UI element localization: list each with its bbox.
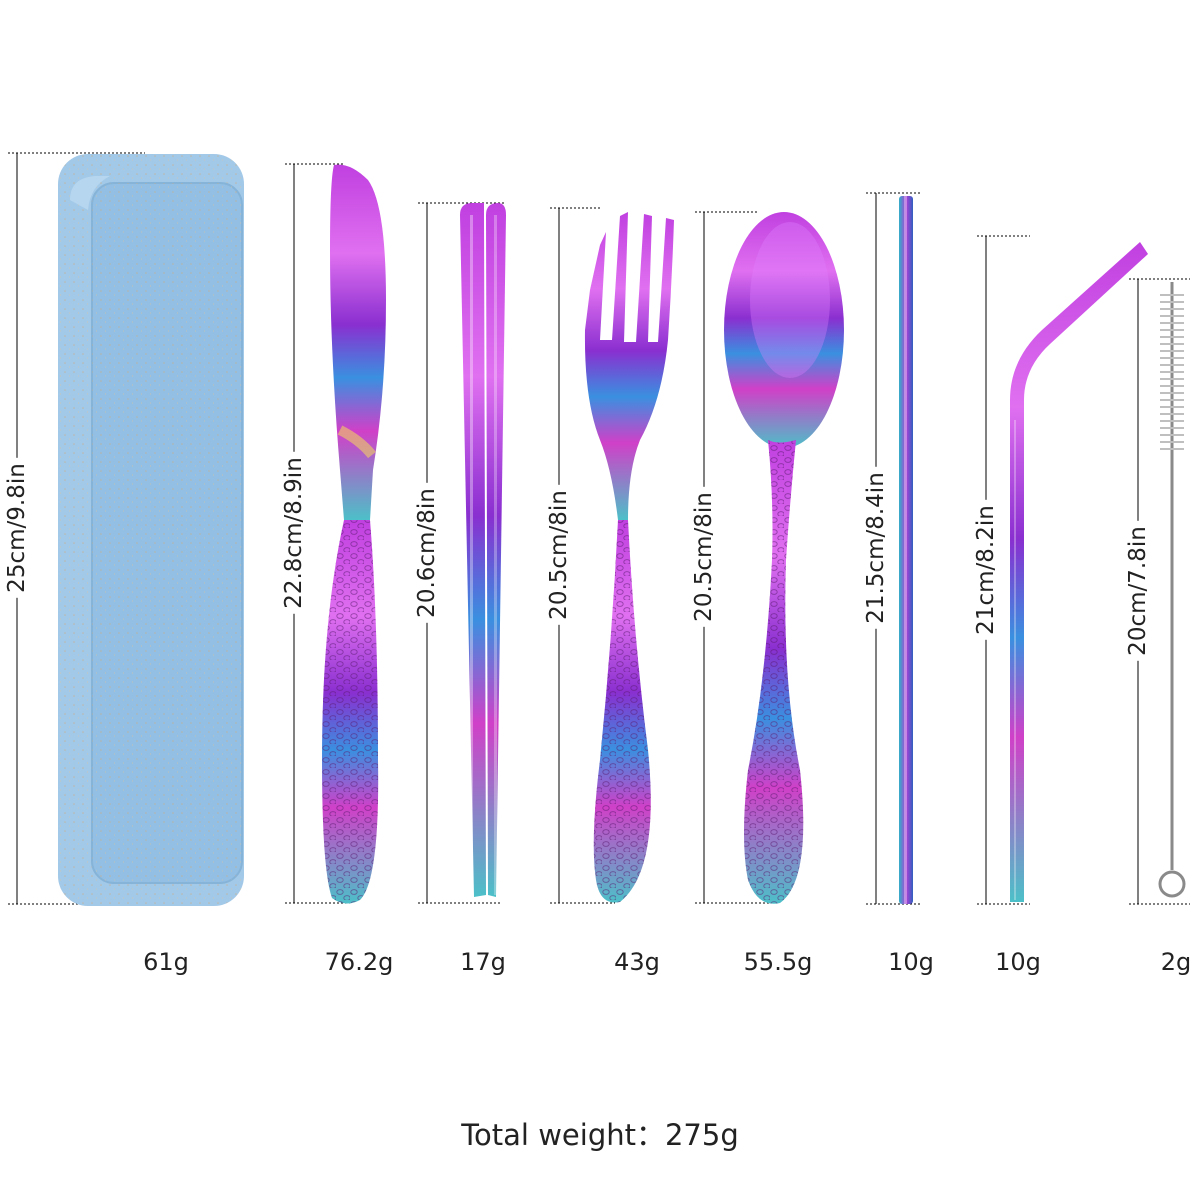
straight-straw-dimension: 21.5cm/8.4in [863,467,889,629]
spoon [724,212,844,904]
fork [584,212,674,903]
brush-weight: 2g [1160,948,1192,976]
brush-dimension: 20cm/7.8in [1125,521,1151,661]
chopsticks [460,203,506,897]
knife-dimension: 22.8cm/8.9in [281,452,307,614]
spoon-dimension: 20.5cm/8in [691,487,717,627]
fork-weight: 43g [614,948,660,976]
straight-straw-weight: 10g [888,948,934,976]
case-dimension: 25cm/9.8in [4,458,30,598]
case-weight: 61g [143,948,189,976]
chopsticks-dimension: 20.6cm/8in [414,483,440,623]
spoon-weight: 55.5g [743,948,813,976]
knife [322,164,386,904]
bent-straw [1010,242,1148,902]
straw-brush [1158,282,1186,898]
fork-dimension: 20.5cm/8in [546,485,572,625]
total-weight: Total weight：275g [461,1118,739,1152]
bent-straw-dimension: 21cm/8.2in [973,500,999,640]
knife-weight: 76.2g [324,948,394,976]
cutlery-case [58,154,244,906]
straight-straw [899,196,913,904]
chopsticks-weight: 17g [460,948,506,976]
bent-straw-weight: 10g [995,948,1041,976]
